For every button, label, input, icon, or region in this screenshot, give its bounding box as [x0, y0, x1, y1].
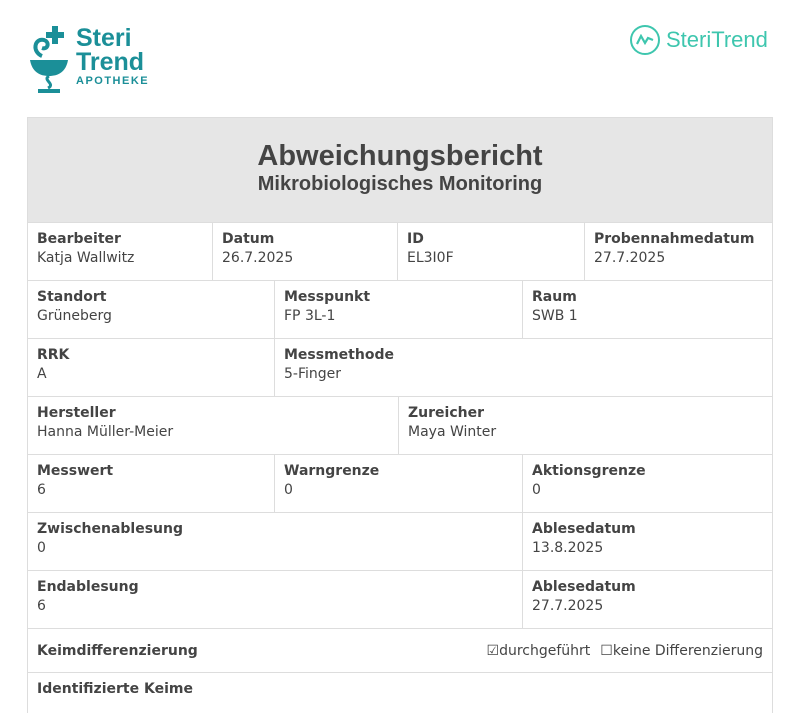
- field-zwischenablesung: Zwischenablesung 0: [28, 513, 523, 570]
- field-rrk: RRK A: [28, 339, 275, 396]
- field-ablesedatum-2: Ablesedatum 27.7.2025: [532, 579, 636, 614]
- report-table: Abweichungsbericht Mikrobiologisches Mon…: [27, 117, 773, 713]
- field-aktionsgrenze: Aktionsgrenze 0: [532, 463, 646, 498]
- field-id: ID EL3I0F: [398, 223, 585, 280]
- field-warngrenze: Warngrenze 0: [275, 455, 523, 512]
- keimdifferenzierung-label: Keimdifferenzierung: [37, 642, 198, 659]
- field-bearbeiter: Bearbeiter Katja Wallwitz: [28, 223, 213, 280]
- logo-line3: APOTHEKE: [76, 75, 150, 87]
- wave-icon: [630, 25, 660, 55]
- report-header: Abweichungsbericht Mikrobiologisches Mon…: [28, 118, 772, 223]
- field-hersteller: Hersteller Hanna Müller-Meier: [28, 397, 399, 454]
- field-raum: Raum SWB 1: [532, 289, 578, 324]
- field-endablesung: Endablesung 6: [28, 571, 523, 628]
- field-datum: Datum 26.7.2025: [213, 223, 398, 280]
- field-messwert: Messwert 6: [28, 455, 275, 512]
- option-durchgefuehrt[interactable]: ☑durchgeführt: [486, 642, 591, 659]
- logo-line2: Trend: [76, 48, 145, 76]
- field-messmethode: Messmethode 5-Finger: [284, 347, 394, 382]
- steritrend-logo: SteriTrend: [630, 25, 768, 55]
- report-subtitle: Mikrobiologisches Monitoring: [257, 173, 543, 195]
- field-standort: Standort Grüneberg: [28, 281, 275, 338]
- logo-line1: Steri: [76, 24, 132, 52]
- caduceus-bowl-icon: [30, 26, 68, 93]
- checkbox-checked-icon: ☑: [486, 642, 500, 659]
- checkbox-unchecked-icon: ☐: [600, 642, 613, 659]
- field-messpunkt: Messpunkt FP 3L-1: [275, 281, 523, 338]
- report-title: Abweichungsbericht: [257, 140, 543, 172]
- field-identifizierte-keime: Identifizierte Keime: [37, 681, 193, 697]
- option-keine-differenzierung[interactable]: ☐keine Differenzierung: [600, 642, 763, 659]
- field-ablesedatum-1: Ablesedatum 13.8.2025: [532, 521, 636, 556]
- logo-text: SteriTrend: [666, 27, 768, 52]
- apotheke-logo: Steri Trend APOTHEKE: [28, 26, 149, 94]
- field-zureicher: Zureicher Maya Winter: [408, 405, 497, 440]
- keimdifferenzierung-row: Keimdifferenzierung ☑durchgeführt ☐keine…: [28, 629, 772, 673]
- field-probennahmedatum: Probennahmedatum 27.7.2025: [594, 231, 755, 266]
